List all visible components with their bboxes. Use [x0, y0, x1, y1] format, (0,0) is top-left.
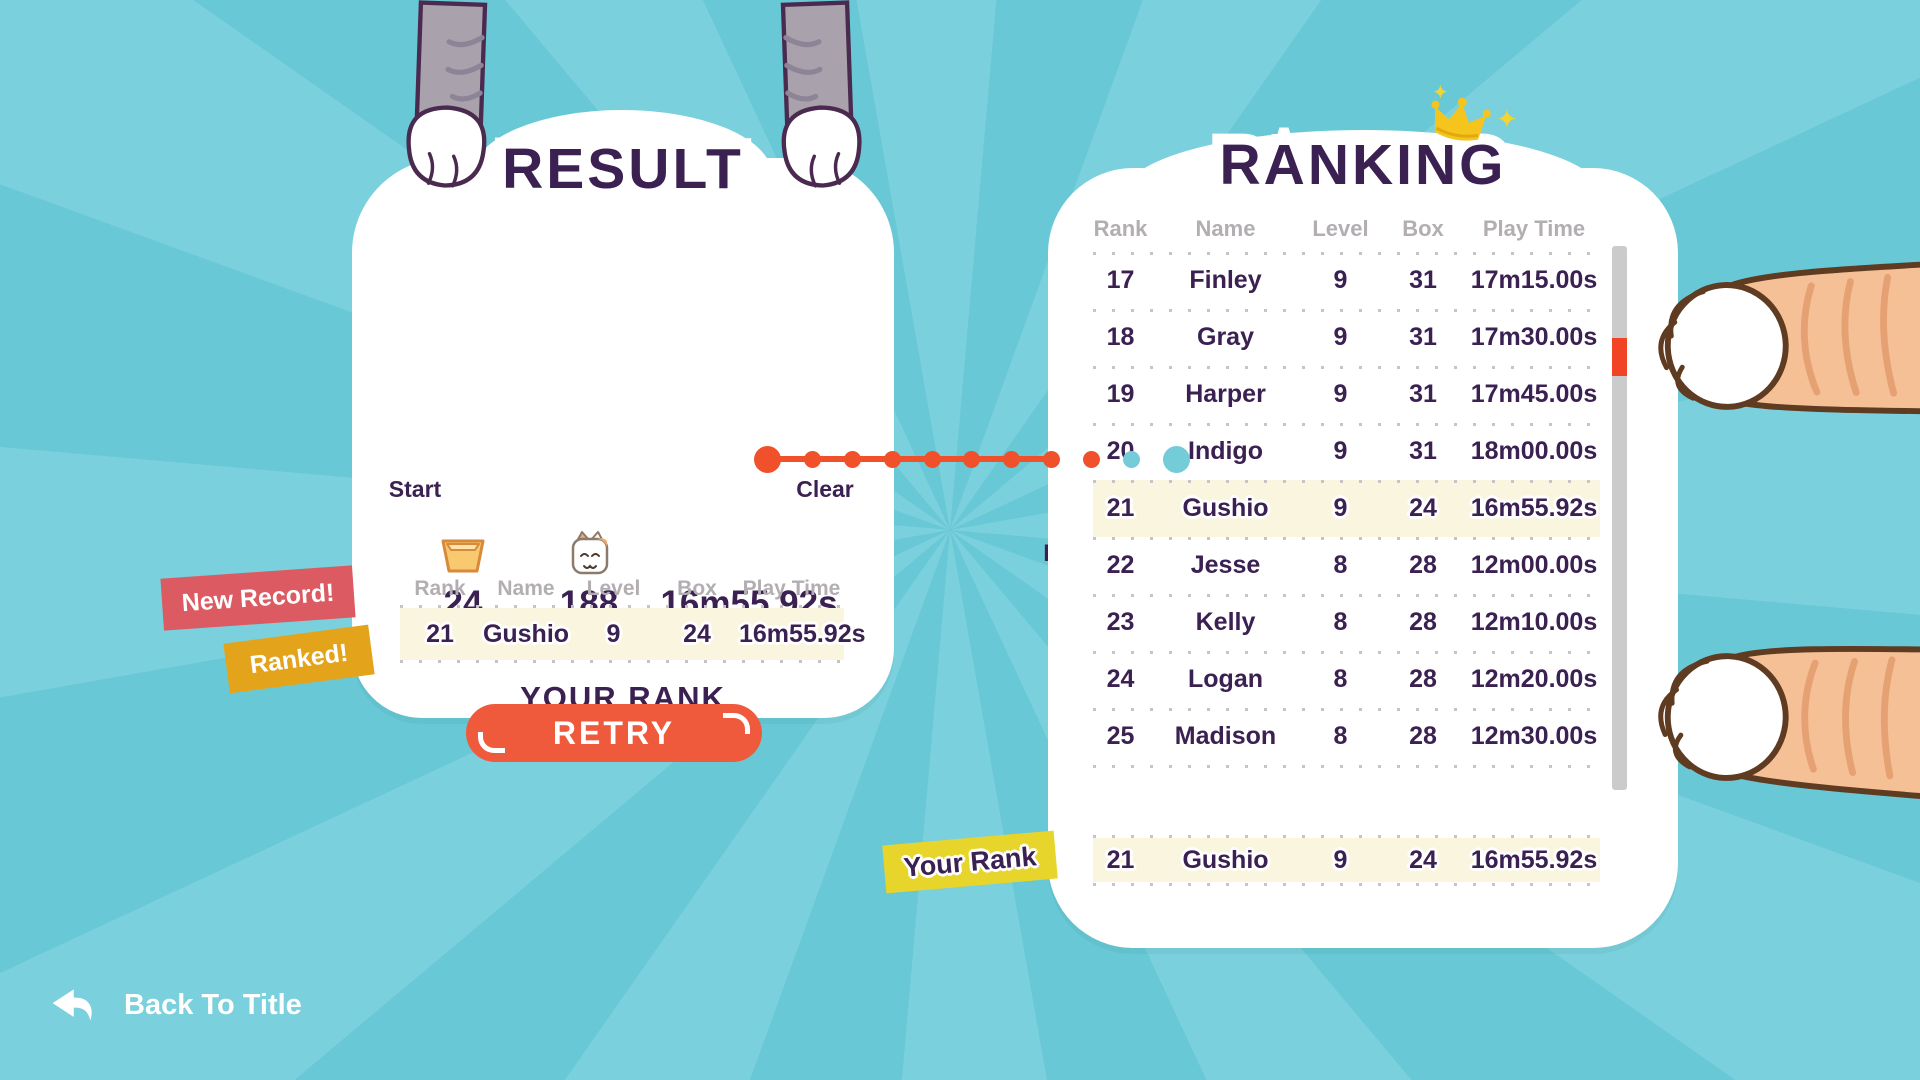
sparkle-icon: ✦ [1432, 82, 1449, 104]
box-cell: 31 [1409, 323, 1437, 351]
box-cell: 31 [1409, 437, 1437, 465]
ranking-row: 17 Finley 9 31 17m15.00s [1093, 252, 1600, 309]
level-progress-dots [754, 444, 1190, 474]
play-time-cell: 12m30.00s [1470, 722, 1598, 750]
ranking-row: 23 Kelly 8 28 12m10.00s [1093, 594, 1600, 651]
play-time-cell: 17m45.00s [1470, 380, 1598, 408]
crown-icon [1431, 97, 1491, 141]
result-panel: RESULT RESULT Level 9 Start Clear 24 [352, 110, 1190, 718]
your-rank-badge: Your Rank [882, 830, 1058, 894]
cat-paw-left-icon [406, 0, 488, 188]
name-cell: Finley [1189, 266, 1262, 294]
ranking-row: 24 Logan 8 28 12m20.00s [1093, 651, 1600, 708]
play-time-cell: 17m15.00s [1470, 266, 1598, 294]
level-cell: 8 [1333, 665, 1348, 693]
rank-cell: 20 [1106, 437, 1135, 465]
rank-cell: 24 [1106, 665, 1135, 693]
sparkle-icon: ✦ [1496, 104, 1518, 134]
play-time-cell: 12m00.00s [1470, 551, 1598, 579]
play-time-cell: 18m00.00s [1470, 437, 1598, 465]
retry-button[interactable]: RETRY [466, 704, 762, 762]
ranking-your-rank-row: 21 Gushio 9 24 16m55.92s [1093, 835, 1600, 886]
name-cell: Kelly [1195, 608, 1256, 636]
play-time-cell: 16m55.92s [1470, 494, 1598, 522]
cat-icon [571, 531, 609, 575]
ranking-panel: RANKING RANKING Rank Name Level Box Play… [1048, 122, 1678, 948]
box-cell: 28 [1409, 722, 1437, 750]
result-title-outline: RESULT [491, 126, 752, 212]
ranking-title: RANKING RANKING [1209, 122, 1515, 208]
cat-arm-top-right-icon [1658, 260, 1920, 415]
rank-cell: 22 [1106, 551, 1135, 579]
play-time-cell: 12m10.00s [1470, 608, 1598, 636]
level-cell: 8 [1333, 608, 1348, 636]
box-cell: 31 [1409, 266, 1437, 294]
ranking-row: 21 Gushio 9 24 16m55.92s [1093, 480, 1600, 537]
result-panel-dome [472, 110, 772, 240]
ranking-row: 25 Madison 8 28 12m30.00s [1093, 708, 1600, 765]
box-cell: 28 [1409, 608, 1437, 636]
ranking-panel-dome [1123, 130, 1603, 260]
name-cell: Gushio [1182, 494, 1269, 522]
level-cell: 9 [1333, 266, 1348, 294]
cat-paw-right-icon [780, 0, 862, 188]
ranking-row: 18 Gray 9 31 17m30.00s [1093, 309, 1600, 366]
your-rank-table: Rank Name Level Box Play Time 21 Gushio … [400, 572, 866, 663]
box-cell: 28 [1409, 665, 1437, 693]
your-rank-result-row: 21 Gushio 9 24 16m55.92s [400, 608, 866, 660]
name-cell: Logan [1188, 665, 1263, 693]
level-progress [754, 444, 1190, 474]
ranking-row: 19 Harper 9 31 17m45.00s [1093, 366, 1600, 423]
rank-cell: 17 [1106, 266, 1135, 294]
divider [400, 660, 844, 663]
name-cell: Madison [1174, 722, 1277, 750]
ranking-scroll-thumb[interactable] [1612, 338, 1627, 376]
name-cell: Harper [1185, 380, 1266, 408]
ranking-row: 22 Jesse 8 28 12m00.00s [1093, 537, 1600, 594]
level-cell: 8 [1333, 722, 1348, 750]
box-cell: 28 [1409, 551, 1437, 579]
level-cell: 9 [1333, 323, 1348, 351]
new-record-badge: New Record! [160, 565, 356, 631]
back-to-title-button[interactable]: Back To Title [44, 980, 306, 1030]
clear-label: Clear [796, 476, 854, 502]
play-time-cell: 17m30.00s [1470, 323, 1598, 351]
cat-arm-bottom-right-icon [1658, 645, 1920, 801]
rank-cell: 23 [1106, 608, 1135, 636]
rank-cell: 19 [1106, 380, 1135, 408]
ranking-table-header: Rank Name Level Box Play Time [1093, 216, 1586, 241]
rank-cell: 21 [1106, 494, 1135, 522]
rank-cell: 25 [1106, 722, 1135, 750]
your-rank-table-header: Rank Name Level Box Play Time [414, 576, 841, 600]
ranking-scrollbar[interactable] [1612, 246, 1627, 790]
result-title: RESULT RESULT [491, 126, 752, 212]
level-cell: 9 [1333, 437, 1348, 465]
divider [400, 605, 844, 608]
play-time-cell: 12m20.00s [1470, 665, 1598, 693]
name-cell: Gray [1197, 323, 1254, 351]
name-cell: Indigo [1188, 437, 1263, 465]
back-arrow-icon [52, 989, 92, 1021]
name-cell: Jesse [1190, 551, 1261, 579]
box-cell: 24 [1409, 494, 1437, 522]
rank-cell: 18 [1106, 323, 1135, 351]
box-cell: 31 [1409, 380, 1437, 408]
ranking-table: 17 Finley 9 31 17m15.00s 18 Gray 9 31 17… [1093, 252, 1600, 768]
level-cell: 9 [1333, 494, 1348, 522]
level-cell: 8 [1333, 551, 1348, 579]
level-cell: 9 [1333, 380, 1348, 408]
start-label: Start [388, 476, 442, 502]
box-icon [441, 539, 485, 573]
